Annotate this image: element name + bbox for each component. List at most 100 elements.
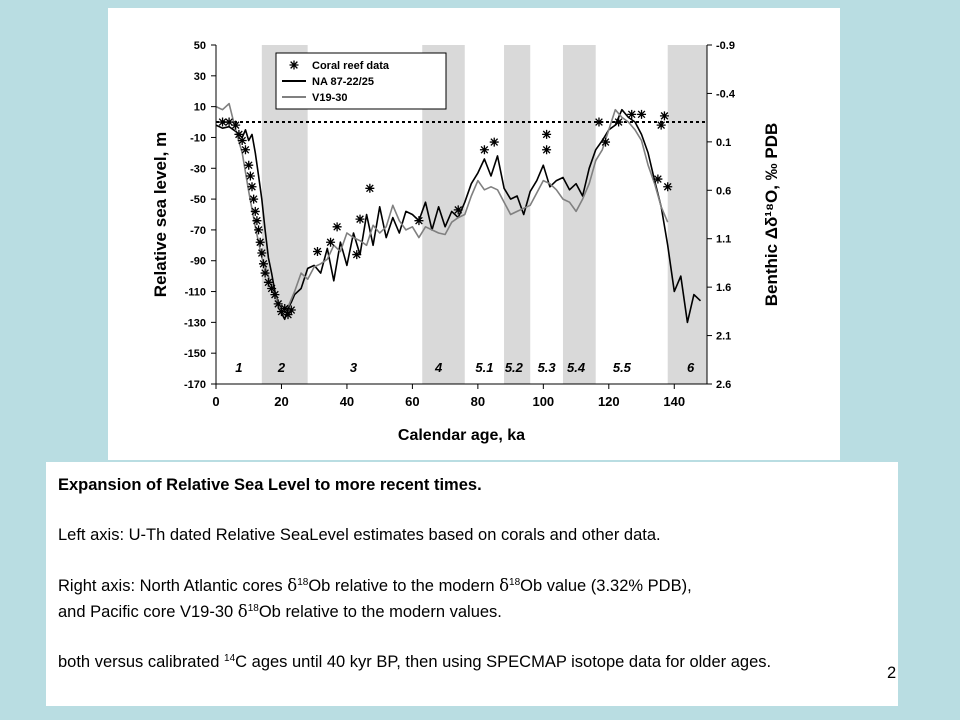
- caption-right-axis: Right axis: North Atlantic cores δ18Ob r…: [58, 576, 692, 621]
- x-tick-label: 140: [663, 394, 685, 409]
- y-tick-label: -130: [184, 317, 206, 329]
- y-right-axis-label: Benthic Δδ¹⁸O, ‰ PDB: [762, 123, 781, 307]
- y-tick-label: -30: [190, 163, 206, 175]
- legend-label: Coral reef data: [312, 60, 390, 72]
- x-tick-label: 120: [598, 394, 620, 409]
- y-tick-label: -110: [185, 287, 206, 299]
- y-right-tick-label: 0.6: [716, 185, 731, 197]
- coral-point: [637, 109, 647, 119]
- y-right-tick-label: 2.6: [716, 379, 731, 391]
- y-tick-label: -90: [190, 256, 206, 268]
- coral-point: [231, 120, 241, 130]
- stage-label: 1: [235, 360, 242, 375]
- coral-point: [489, 137, 499, 147]
- y-tick-label: -70: [190, 225, 206, 237]
- coral-point: [280, 303, 290, 313]
- y-tick-label: -170: [184, 379, 206, 391]
- coral-point: [273, 299, 283, 309]
- caption-box: Expansion of Relative Sea Level to more …: [46, 462, 898, 706]
- coral-point: [252, 216, 262, 226]
- stage-label: 3: [350, 360, 358, 375]
- stage-band: [562, 45, 596, 384]
- coral-point: [250, 206, 260, 216]
- y-tick-label: 30: [194, 71, 206, 83]
- stage-band: [504, 45, 531, 384]
- chart-panel: 50 30 10 -10 -30 -50 -70 -90 -110 -130 -150 -170 -0.…: [108, 8, 840, 460]
- coral-point: [247, 182, 257, 192]
- y-right-tick-label: 2.1: [716, 331, 731, 343]
- coral-point: [260, 268, 270, 278]
- coral-point: [663, 182, 673, 192]
- coral-point: [234, 129, 244, 139]
- coral-point: [332, 222, 342, 232]
- legend-label: NA 87-22/25: [312, 76, 374, 88]
- x-tick-label: 100: [532, 394, 554, 409]
- coral-point: [326, 237, 336, 247]
- coral-point: [627, 109, 637, 119]
- coral-point: [352, 250, 362, 260]
- coral-point: [355, 214, 365, 224]
- coral-point: [240, 145, 250, 155]
- coral-point: [255, 237, 265, 247]
- legend-asterisk-icon: [289, 60, 299, 70]
- coral-point: [263, 277, 273, 287]
- coral-point: [267, 283, 277, 293]
- y-tick-label: -10: [190, 132, 206, 144]
- y-axis-label: Relative sea level, m: [151, 132, 170, 297]
- coral-point: [224, 117, 234, 127]
- x-tick-label: 20: [274, 394, 288, 409]
- y-tick-label: 50: [194, 40, 206, 52]
- stage-label: 2: [277, 360, 286, 375]
- caption-left-axis: Left axis: U-Th dated Relative SeaLevel …: [58, 526, 661, 544]
- coral-point: [601, 137, 611, 147]
- coral-point: [365, 183, 375, 193]
- series-line: [215, 102, 669, 314]
- coral-point: [286, 305, 296, 315]
- y-right-tick-label: 1.6: [716, 282, 731, 294]
- x-tick-label: 60: [405, 394, 419, 409]
- coral-point: [542, 145, 552, 155]
- coral-point: [614, 117, 624, 127]
- x-tick-label: 40: [340, 394, 354, 409]
- coral-point: [218, 117, 228, 127]
- stage-label: 5.2: [505, 360, 524, 375]
- stage-label: 5.1: [475, 360, 493, 375]
- y-tick-label: -50: [190, 194, 206, 206]
- coral-point: [312, 246, 322, 256]
- x-tick-label: 80: [471, 394, 485, 409]
- coral-point: [257, 248, 267, 258]
- stage-label: 6: [687, 360, 695, 375]
- y-right-tick-label: 0.1: [716, 137, 731, 149]
- coral-point: [249, 194, 259, 204]
- caption-title: Expansion of Relative Sea Level to more …: [58, 476, 482, 494]
- stage-label: 4: [434, 360, 443, 375]
- coral-point: [283, 310, 293, 320]
- coral-point: [479, 145, 489, 155]
- x-tick-label: 0: [212, 394, 219, 409]
- coral-point: [659, 111, 669, 121]
- x-axis-label: Calendar age, ka: [398, 427, 525, 444]
- coral-point: [656, 120, 666, 130]
- y-right-tick-label: -0.4: [716, 88, 736, 100]
- coral-point: [414, 216, 424, 226]
- stage-label: 5.5: [613, 360, 632, 375]
- coral-point: [270, 290, 280, 300]
- coral-point: [653, 174, 663, 184]
- coral-point: [245, 171, 255, 181]
- coral-point: [542, 129, 552, 139]
- coral-point: [237, 136, 247, 146]
- y-right-tick-label: -0.9: [716, 40, 735, 52]
- coral-point: [244, 160, 254, 170]
- coral-point: [453, 205, 463, 215]
- slide-number: 2: [887, 664, 897, 682]
- y-tick-label: 10: [194, 102, 206, 114]
- sea-level-chart: 503010-10-30-50-70-90-110-130-150-170-0.…: [151, 40, 781, 444]
- coral-point: [258, 259, 268, 269]
- legend-label: V19-30: [312, 92, 347, 104]
- caption-both: both versus calibrated 14C ages until 40…: [58, 653, 772, 671]
- stage-label: 5.3: [538, 360, 557, 375]
- coral-point: [594, 117, 604, 127]
- coral-point: [254, 225, 264, 235]
- stage-band: [667, 45, 707, 384]
- y-right-tick-label: 1.1: [716, 234, 731, 246]
